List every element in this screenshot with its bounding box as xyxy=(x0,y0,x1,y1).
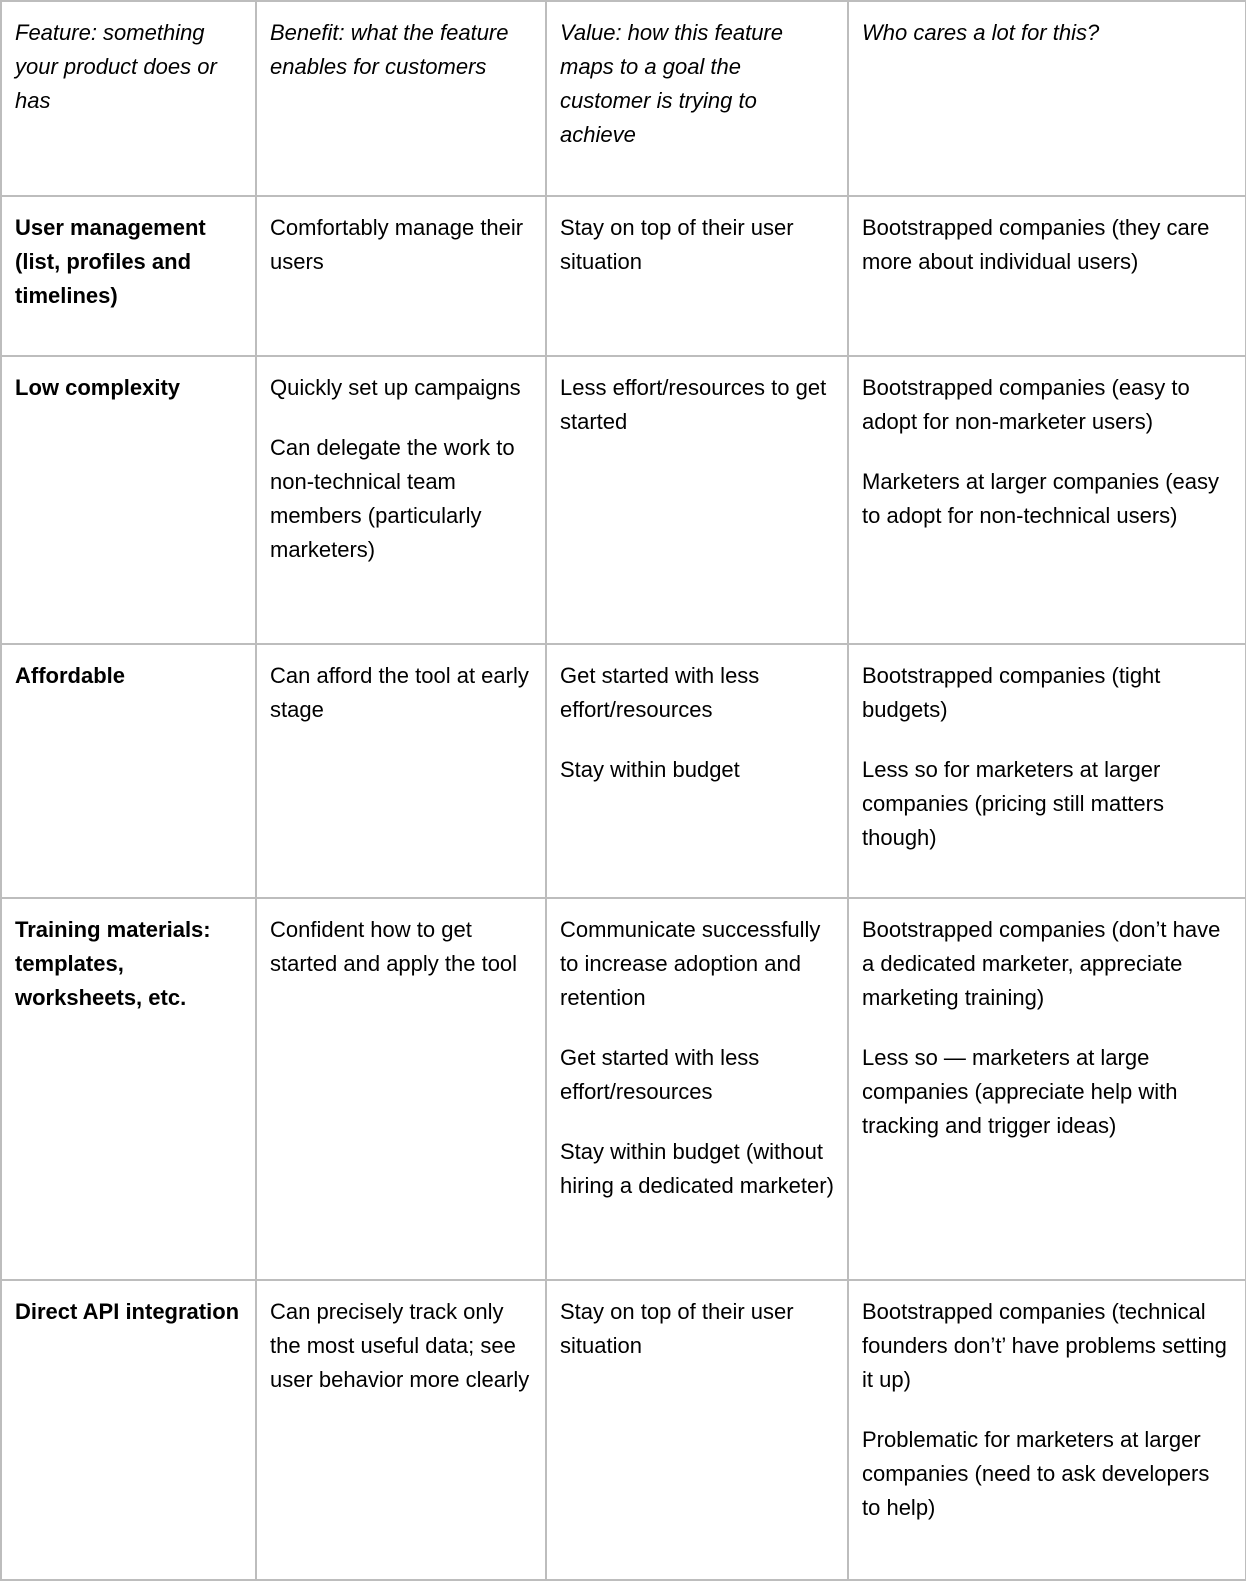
cell-who: Bootstrapped companies (technical founde… xyxy=(847,1279,1246,1581)
cell-paragraph: Quickly set up campaigns xyxy=(270,375,521,400)
table-header-row: Feature: something your product does or … xyxy=(0,0,1246,197)
cell-paragraph: Low complexity xyxy=(15,375,181,400)
cell-paragraph: Bootstrapped companies (don’t have a ded… xyxy=(862,917,1221,1010)
cell-feature: Direct API integration xyxy=(0,1279,257,1581)
table-row: User management (list, profiles and time… xyxy=(0,195,1246,357)
cell-paragraph: Bootstrapped companies (they care more a… xyxy=(862,215,1210,274)
cell-benefit: Can afford the tool at early stage xyxy=(255,643,547,899)
column-header-who: Who cares a lot for this? xyxy=(847,0,1246,197)
cell-paragraph: Less so — marketers at large companies (… xyxy=(862,1045,1178,1138)
column-header-benefit: Benefit: what the feature enables for cu… xyxy=(255,0,547,197)
cell-feature: Training materials: templates, worksheet… xyxy=(0,897,257,1281)
cell-benefit: Quickly set up campaigns Can delegate the… xyxy=(255,355,547,645)
cell-paragraph: Stay on top of their user situation xyxy=(560,215,794,274)
cell-paragraph: Bootstrapped companies (technical founde… xyxy=(862,1299,1227,1392)
cell-paragraph: Less so for marketers at larger companie… xyxy=(862,757,1164,850)
cell-value: Stay on top of their user situation xyxy=(545,195,849,357)
cell-paragraph: Less effort/resources to get started xyxy=(560,375,827,434)
table-row: Training materials: templates, worksheet… xyxy=(0,897,1246,1281)
cell-paragraph: Bootstrapped companies (easy to adopt fo… xyxy=(862,375,1190,434)
cell-value: Less effort/resources to get started xyxy=(545,355,849,645)
cell-paragraph: Can precisely track only the most useful… xyxy=(270,1299,530,1392)
cell-who: Bootstrapped companies (easy to adopt fo… xyxy=(847,355,1246,645)
header-text: Who cares a lot for this? xyxy=(862,20,1100,45)
table-row: Affordable Can afford the tool at early s… xyxy=(0,643,1246,899)
cell-value: Stay on top of their user situation xyxy=(545,1279,849,1581)
cell-paragraph: Can afford the tool at early stage xyxy=(270,663,529,722)
cell-value: Communicate successfully to increase ado… xyxy=(545,897,849,1281)
cell-paragraph: Bootstrapped companies (tight budgets) xyxy=(862,663,1161,722)
column-header-feature: Feature: something your product does or … xyxy=(0,0,257,197)
cell-paragraph: Get started with less effort/resources xyxy=(560,1045,760,1104)
column-header-value: Value: how this feature maps to a goal t… xyxy=(545,0,849,197)
cell-paragraph: Stay within budget (without hiring a ded… xyxy=(560,1139,834,1198)
cell-benefit: Can precisely track only the most useful… xyxy=(255,1279,547,1581)
cell-paragraph: Stay within budget xyxy=(560,757,740,782)
cell-paragraph: Get started with less effort/resources xyxy=(560,663,760,722)
cell-benefit: Confident how to get started and apply t… xyxy=(255,897,547,1281)
cell-paragraph: Marketers at larger companies (easy to a… xyxy=(862,469,1220,528)
cell-who: Bootstrapped companies (don’t have a ded… xyxy=(847,897,1246,1281)
cell-paragraph: Affordable xyxy=(15,663,125,688)
cell-who: Bootstrapped companies (they care more a… xyxy=(847,195,1246,357)
cell-value: Get started with less effort/resources St… xyxy=(545,643,849,899)
header-text: Feature: something your product does or … xyxy=(15,20,217,113)
cell-feature: Low complexity xyxy=(0,355,257,645)
cell-feature: Affordable xyxy=(0,643,257,899)
header-text: Value: how this feature maps to a goal t… xyxy=(560,20,783,147)
cell-paragraph: Communicate successfully to increase ado… xyxy=(560,917,821,1010)
cell-paragraph: Training materials: templates, worksheet… xyxy=(15,917,211,1010)
cell-feature: User management (list, profiles and time… xyxy=(0,195,257,357)
header-text: Benefit: what the feature enables for cu… xyxy=(270,20,509,79)
table-row: Low complexity Quickly set up campaigns Ca… xyxy=(0,355,1246,645)
table-row: Direct API integration Can precisely trac… xyxy=(0,1279,1246,1581)
cell-paragraph: Comfortably manage their users xyxy=(270,215,524,274)
cell-benefit: Comfortably manage their users xyxy=(255,195,547,357)
cell-paragraph: User management (list, profiles and time… xyxy=(15,215,206,308)
cell-paragraph: Direct API integration xyxy=(15,1299,240,1324)
cell-paragraph: Can delegate the work to non-technical t… xyxy=(270,435,515,562)
cell-who: Bootstrapped companies (tight budgets) Le… xyxy=(847,643,1246,899)
cell-paragraph: Problematic for marketers at larger comp… xyxy=(862,1427,1210,1520)
cell-paragraph: Stay on top of their user situation xyxy=(560,1299,794,1358)
cell-paragraph: Confident how to get started and apply t… xyxy=(270,917,518,976)
